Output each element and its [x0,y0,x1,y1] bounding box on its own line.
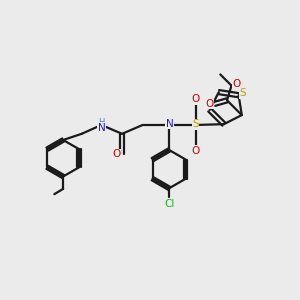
Text: S: S [239,88,246,98]
Text: O: O [205,99,214,109]
Text: O: O [232,80,241,89]
Text: O: O [191,94,200,104]
Text: N: N [166,119,174,129]
Text: N: N [98,123,105,133]
Text: O: O [112,149,121,159]
Text: H: H [98,118,105,127]
Text: S: S [192,119,199,129]
Text: O: O [191,146,200,156]
Text: Cl: Cl [164,199,174,208]
